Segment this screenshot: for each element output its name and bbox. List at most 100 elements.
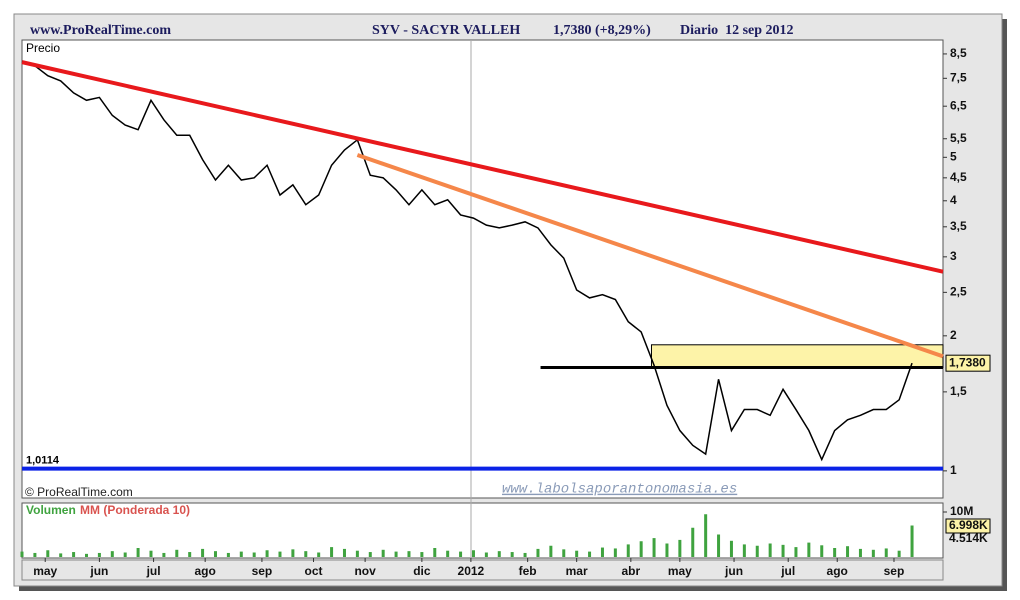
volume-bar	[381, 549, 385, 557]
volume-bar	[188, 552, 192, 557]
volume-panel	[21, 502, 944, 559]
volume-bar	[433, 548, 437, 557]
copyright: © ProRealTime.com	[25, 485, 133, 499]
y-tick-label: 1,5	[950, 384, 967, 398]
y-tick-label: 2	[950, 328, 957, 342]
volume-bar	[833, 548, 837, 557]
volume-bar	[110, 551, 114, 557]
volume-bar	[446, 550, 450, 557]
x-tick-label: jul	[780, 564, 795, 578]
volume-bar	[678, 539, 682, 557]
price-panel	[21, 39, 944, 499]
volume-bar	[704, 514, 708, 557]
support-label: 1,0114	[26, 455, 60, 467]
y-tick-label: 3,5	[950, 219, 967, 233]
volume-bar	[807, 542, 811, 557]
volume-bar	[226, 552, 230, 557]
x-tick-label: 2012	[458, 564, 485, 578]
volume-bar	[484, 552, 488, 557]
volume-bar	[123, 552, 127, 557]
volume-bar	[175, 549, 179, 557]
volume-bar	[162, 552, 166, 557]
watermark[interactable]: www.labolsaporantonomasia.es	[502, 482, 737, 498]
volume-bar	[613, 548, 617, 557]
volume-bar	[330, 547, 334, 557]
volume-bar	[213, 551, 217, 557]
volume-bar	[755, 545, 759, 557]
volume-bar	[394, 551, 398, 557]
volume-bar	[600, 547, 604, 557]
resistance-band	[650, 344, 944, 368]
volume-bar	[149, 550, 153, 557]
volume-bar	[317, 552, 321, 557]
quote: 1,7380 (+8,29%)	[553, 23, 651, 38]
y-tick-label: 3	[950, 249, 957, 263]
y-tick-label: 7,5	[950, 70, 967, 84]
volume-bar	[742, 544, 746, 557]
volume-bar	[794, 547, 798, 557]
y-tick-label: 5	[950, 149, 957, 163]
volume-bar	[846, 546, 850, 557]
volume-bar	[729, 540, 733, 557]
y-tick-label: 4,5	[950, 170, 967, 184]
x-tick-label: jul	[146, 564, 161, 578]
volume-bar	[84, 553, 88, 557]
volume-ma-title: MM (Ponderada 10)	[80, 503, 190, 517]
last-price-box	[945, 354, 991, 372]
symbol: SYV - SACYR VALLEH	[372, 23, 520, 38]
x-tick-label: abr	[621, 564, 640, 578]
volume-bar	[858, 548, 862, 557]
volume-bar	[652, 538, 656, 557]
y-tick-label: 2,5	[950, 285, 967, 299]
x-tick-label: sep	[252, 564, 273, 578]
volume-bar	[97, 552, 101, 557]
volume-bar	[639, 541, 643, 557]
x-tick-label: mar	[566, 564, 588, 578]
volume-average-label: 4.514K	[949, 531, 988, 545]
volume-bar	[768, 543, 772, 557]
volume-bar	[201, 548, 205, 557]
volume-bar	[59, 553, 63, 557]
volume-bar	[910, 525, 914, 557]
x-tick-label: nov	[354, 564, 376, 578]
x-tick-label: may	[33, 564, 57, 578]
x-tick-label: oct	[305, 564, 323, 578]
volume-bar	[252, 552, 256, 557]
x-axis-band	[21, 559, 944, 581]
volume-bar	[884, 548, 888, 557]
volume-bar	[717, 534, 721, 557]
volume-bar	[342, 548, 346, 557]
volume-bar	[820, 545, 824, 557]
volume-bar	[46, 550, 50, 557]
volume-bar	[471, 550, 475, 557]
x-tick-label: ago	[827, 564, 848, 578]
volume-bar	[72, 552, 76, 557]
volume-bar	[420, 552, 424, 557]
x-tick-label: dic	[413, 564, 431, 578]
volume-bar	[626, 544, 630, 557]
volume-bar	[588, 551, 592, 557]
volume-bar	[407, 551, 411, 557]
volume-bar	[33, 552, 37, 557]
volume-bar	[265, 550, 269, 557]
panel-title: Precio	[26, 41, 60, 55]
volume-bar	[575, 550, 579, 557]
volume-tick-label: 10M	[950, 504, 973, 518]
volume-bar	[355, 550, 359, 557]
volume-bar	[510, 552, 514, 557]
volume-bar	[278, 551, 282, 557]
volume-bar	[136, 548, 140, 557]
x-tick-label: jun	[89, 564, 108, 578]
last-price-label: 1,7380	[949, 355, 986, 369]
y-tick-label: 5,5	[950, 131, 967, 145]
trend-line	[21, 60, 944, 274]
volume-bar	[871, 549, 875, 557]
volume-bar	[239, 551, 243, 557]
x-tick-label: feb	[519, 564, 537, 578]
price-line	[21, 60, 913, 462]
y-tick-label: 6,5	[950, 98, 967, 112]
volume-bar	[691, 527, 695, 557]
volume-bar	[665, 543, 669, 557]
period: Diario 12 sep 2012	[680, 23, 794, 38]
y-tick-label: 4	[950, 193, 957, 207]
